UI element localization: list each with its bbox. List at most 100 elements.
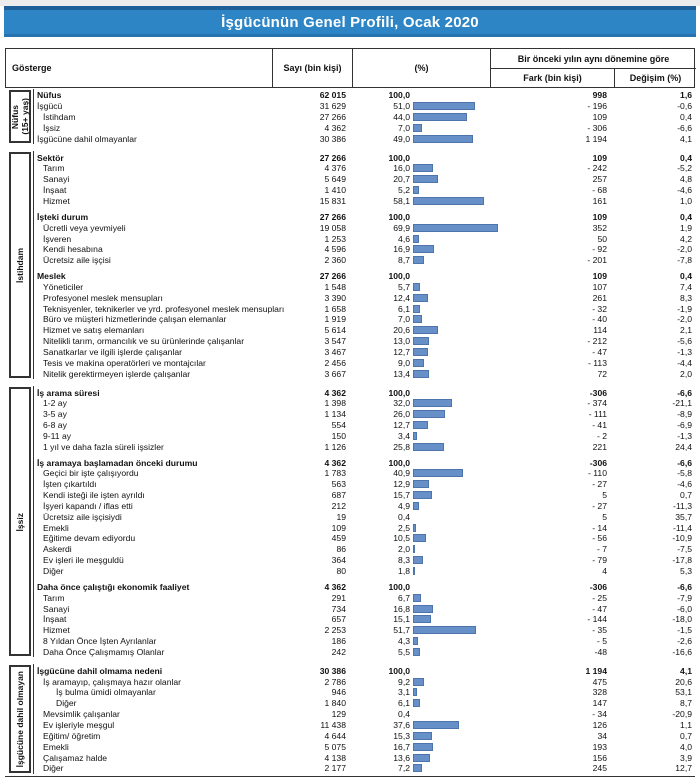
value-fark: 114 [593,325,607,336]
bar-zone [410,336,514,347]
value-sayi: 459 [331,533,346,544]
row-label: İş bulma ümidi olmayanlar [56,687,156,698]
column-header-pct: (%) [353,49,491,87]
row-group: İşteki durum 27 266 100,0 109 0,4 Ücretli vey… [34,211,695,265]
pct-bar [413,369,430,378]
table-row: Mevsimlik çalışanlar 129 0,4 - 34 -20,9 [34,709,695,720]
pct-bar [413,113,467,122]
side-label: İşsiz [15,512,25,531]
value-sayi: 554 [331,420,346,431]
bar-zone [410,566,514,577]
bar-zone [410,174,514,185]
value-pct: 5,2 [398,185,410,196]
value-degisim: 2,0 [680,368,692,379]
value-sayi: 4 362 [324,387,346,398]
value-fark: - 92 [592,244,607,255]
bar-zone [410,544,514,555]
pct-bar [413,604,434,613]
value-fark: - 34 [592,709,607,720]
value-fark: - 47 [592,603,607,614]
table-row: Nüfus 62 015 100,0 998 1,6 [34,90,695,101]
table-row: İşsiz 4 362 7,0 - 306 -6,6 [34,123,695,134]
value-pct: 2,5 [398,522,410,533]
value-sayi: 186 [331,636,346,647]
value-degisim: -1,3 [677,430,692,441]
value-pct: 51,7 [393,625,410,636]
value-fark: - 35 [592,625,607,636]
value-fark: 221 [592,441,607,452]
value-degisim: -6,9 [677,420,692,431]
value-sayi: 3 467 [324,346,346,357]
section-gutter: Nüfus (15+ yaş) [5,89,33,144]
bar-zone [410,314,514,325]
bar-zone [410,603,514,614]
value-sayi: 4 644 [324,730,346,741]
value-pct: 100,0 [388,211,410,222]
row-group: Daha önce çalıştığı ekonomik faaliyet 4 3… [34,581,695,657]
table-row: İnşaat 657 15,1 - 144 -18,0 [34,614,695,625]
labor-profile-table: Gösterge Sayı (bin kişi) (%) Bir önceki … [5,48,696,777]
value-pct: 4,6 [398,233,410,244]
bar-zone [410,185,514,196]
bar-zone [410,282,514,293]
bar-zone [410,763,514,774]
value-fark: 245 [592,763,607,774]
value-sayi: 242 [331,646,346,657]
pct-bar [413,186,420,195]
bar-zone [410,665,514,676]
value-sayi: 5 614 [324,325,346,336]
pct-bar [413,523,417,532]
pct-bar [413,304,421,313]
bar-zone [410,698,514,709]
value-fark: - 2 [596,430,607,441]
pct-bar [413,442,445,451]
row-label: Diğer [43,566,64,577]
value-sayi: 109 [331,522,346,533]
value-fark: 352 [592,222,607,233]
value-fark: - 27 [592,479,607,490]
table-row: Eğitim/ öğretim 4 644 15,3 34 0,7 [34,730,695,741]
value-pct: 37,6 [393,719,410,730]
pct-bar [413,164,433,173]
value-sayi: 3 390 [324,292,346,303]
value-degisim: 0,7 [680,730,692,741]
table-row: Askerdi 86 2,0 - 7 -7,5 [34,544,695,555]
value-degisim: 1,9 [680,222,692,233]
value-sayi: 129 [331,709,346,720]
bar-zone [410,90,514,101]
bar-zone [410,625,514,636]
value-pct: 15,1 [393,614,410,625]
value-fark: - 68 [592,185,607,196]
row-group: İşgücüne dahil olmama nedeni 30 386 100,0 1… [34,665,695,774]
row-label: 3-5 ay [43,409,67,420]
pct-bar [413,421,429,430]
bar-zone [410,271,514,282]
value-sayi: 1 658 [324,303,346,314]
bar-zone [410,368,514,379]
value-pct: 25,8 [393,441,410,452]
table-row: Geçici bir işte çalışıyordu 1 783 40,9 - 11… [34,468,695,479]
table-row: Sanatkarlar ve ilgili işlerde çalışanlar… [34,347,695,358]
bar-zone [410,123,514,134]
row-label: Geçici bir işte çalışıyordu [43,468,139,479]
bar-zone [410,211,514,222]
value-sayi: 5 649 [324,174,346,185]
value-degisim: -16,6 [672,646,692,657]
value-sayi: 11 438 [320,719,346,730]
value-fark: 5 [602,490,607,501]
value-fark: - 306 [587,122,607,133]
value-degisim: -6,0 [677,603,692,614]
side-label-box: İşgücüne dahil olmayan [9,665,31,773]
value-sayi: 3 667 [324,368,346,379]
value-degisim: 3,9 [680,752,692,763]
value-degisim: 0,7 [680,490,692,501]
value-sayi: 1 126 [324,441,346,452]
row-label: Daha Önce Çalışmamış Olanlar [43,646,165,657]
bar-zone [410,441,514,452]
pct-bar [413,699,421,708]
row-label: İşsiz [43,122,61,133]
value-pct: 9,2 [398,676,410,687]
row-label: İş arama süresi [37,387,100,398]
row-label: İşveren [43,233,72,244]
bar-zone [410,490,514,501]
